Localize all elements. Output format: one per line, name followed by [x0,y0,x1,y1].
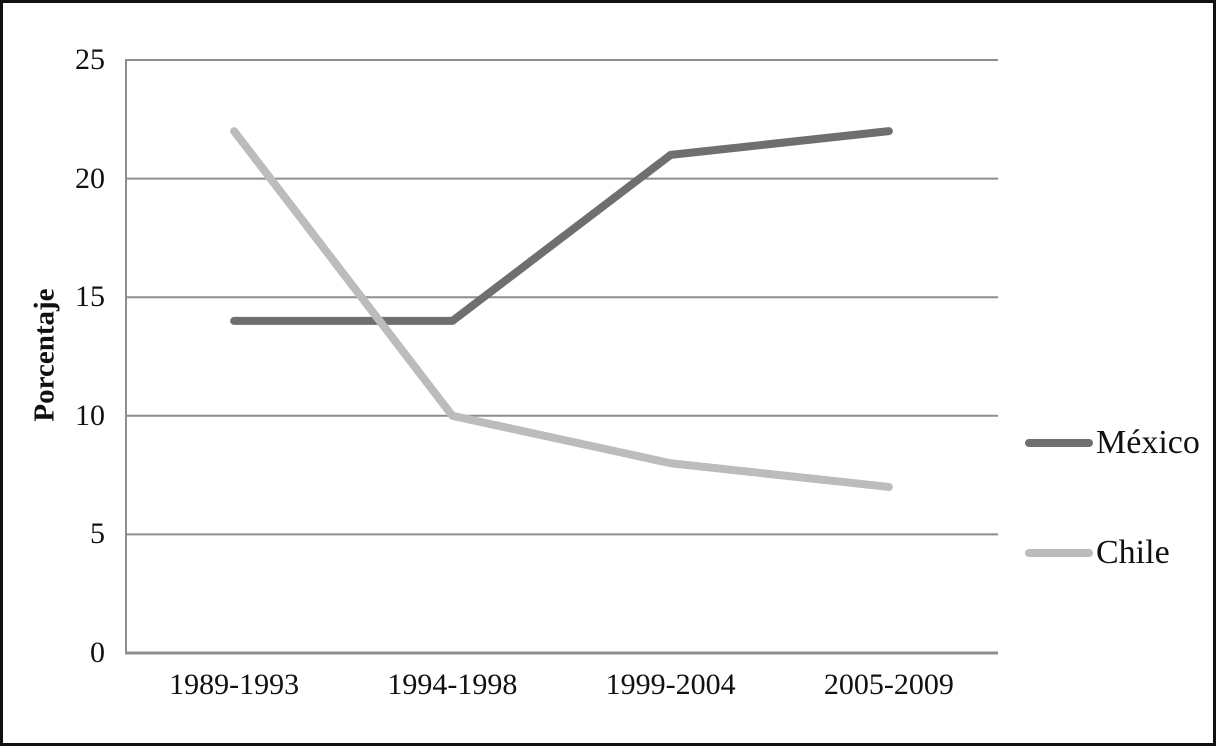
legend-item-chile: Chile [1025,533,1200,573]
series-line-1 [230,127,893,491]
legend: México Chile [1025,423,1200,573]
series-line-0 [230,127,893,325]
legend-label-chile: Chile [1096,534,1170,571]
y-tick-label: 10 [75,398,105,432]
legend-swatch-mexico [1025,439,1093,447]
x-tick-label: 2005-2009 [823,668,954,701]
legend-item-mexico: México [1025,423,1200,463]
legend-label-mexico: México [1096,424,1200,461]
legend-swatch-chile [1025,549,1093,557]
y-tick-label: 0 [90,636,105,669]
x-tick-label: 1999-2004 [605,668,736,701]
y-tick-label: 20 [75,161,105,195]
y-tick-label: 25 [75,43,105,76]
y-tick-label: 15 [75,280,105,314]
y-tick-label: 5 [90,517,105,551]
line-chart [125,59,998,655]
x-tick-label: 1989-1993 [169,668,300,701]
x-tick-label: 1994-1998 [387,668,518,701]
